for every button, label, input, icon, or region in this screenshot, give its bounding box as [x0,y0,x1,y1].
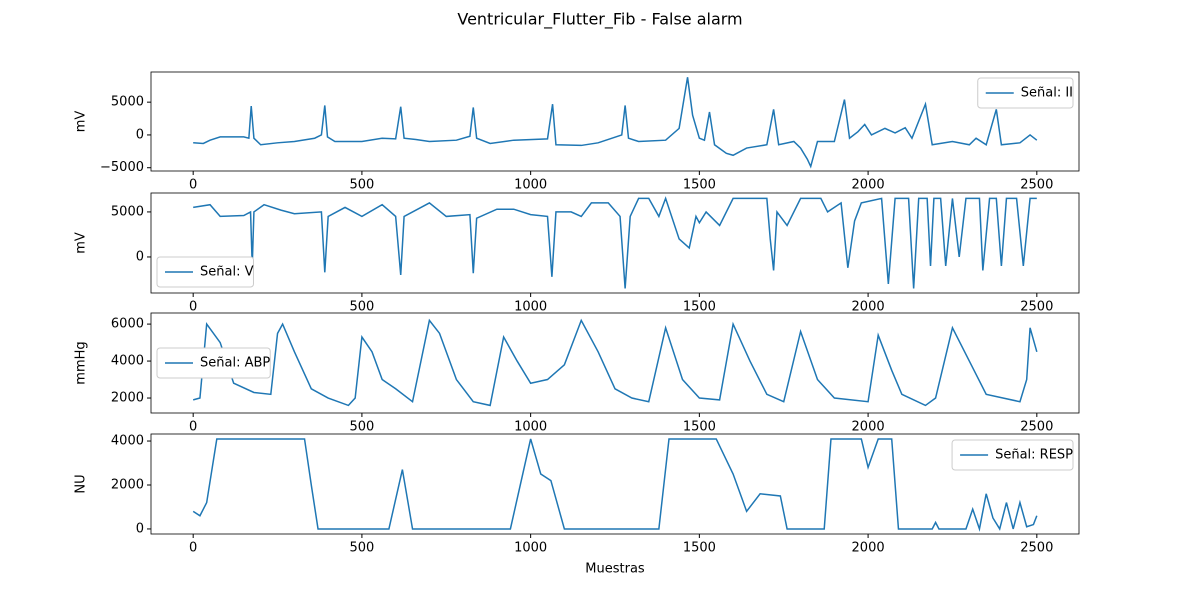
y-tick-label: 0 [136,249,144,264]
legend-label: Señal: RESP [995,448,1073,463]
x-tick-label: 2500 [1020,178,1053,193]
x-tick-label: 0 [189,541,197,556]
signal-line [192,318,1038,407]
y-axis-label: mmHg [74,341,89,384]
axes-frame [150,71,1080,172]
x-tick-label: 2000 [852,420,885,435]
axes-frame [150,192,1080,294]
legend-label: Señal: ABP [200,356,270,371]
x-tick-label: 500 [349,420,374,435]
signal-line [192,438,1038,532]
x-tick-label: 500 [349,541,374,556]
legend-label: Señal: V [200,265,254,280]
y-tick-label: 4000 [111,434,144,449]
y-tick-label: 0 [136,127,144,142]
axes-frame [150,433,1080,535]
x-axis-label: Muestras [585,562,645,577]
legend: Señal: ABP [156,347,271,379]
legend-box [977,77,1074,109]
signal-line [193,77,1038,169]
x-tick-label: 1500 [683,420,716,435]
x-tick-label: 500 [349,178,374,193]
legend: Señal: RESP [951,439,1074,471]
subplot: 0 500 1000 1500 2000 2500 0 5000 mV Señal: V [74,192,1080,315]
x-tick-label: 1500 [683,300,716,315]
x-tick-label: 1000 [514,541,547,556]
y-axis-label: NU [74,474,89,493]
x-tick-label: 1500 [683,178,716,193]
x-tick-label: 0 [189,178,197,193]
y-tick-label: 2000 [111,391,144,406]
x-tick-label: 1000 [514,300,547,315]
legend-box [156,347,271,379]
y-tick-label: 5000 [111,204,144,219]
subplot: 0 500 1000 1500 2000 2500 2000 4000 6000 mmHg Seña… [74,312,1080,435]
x-tick-label: 1000 [514,420,547,435]
axes-frame [150,312,1080,414]
legend: Señal: V [156,256,254,288]
y-tick-label: 0 [136,521,144,536]
x-tick-label: 0 [189,300,197,315]
x-tick-label: 500 [349,300,374,315]
x-tick-label: 0 [189,420,197,435]
y-axis-label: mV [74,232,89,254]
y-tick-label: 5000 [111,95,144,110]
legend-box [156,256,254,288]
signal-line [193,196,1037,289]
x-tick-label: 1000 [514,178,547,193]
legend-box [951,439,1074,471]
legend-label: Señal: II [1021,86,1073,101]
x-tick-label: 2500 [1020,300,1053,315]
subplot: 0 500 1000 1500 2000 2500 0 2000 4000 NU Muestras S… [74,434,1080,577]
x-tick-label: 2000 [852,300,885,315]
legend: Señal: II [977,77,1074,109]
figure-title: Ventricular_Flutter_Fib - False alarm [457,10,742,30]
x-tick-label: 2000 [852,541,885,556]
y-tick-label: 4000 [111,354,144,369]
x-tick-label: 1500 [683,541,716,556]
y-tick-label: 2000 [111,477,144,492]
x-tick-label: 2000 [852,178,885,193]
y-axis-label: mV [74,111,89,133]
y-tick-label: 6000 [111,317,144,332]
subplot: 0 500 1000 1500 2000 2500 −5000 0 5000 mV Señal: I… [74,71,1080,193]
y-tick-label: −5000 [100,160,144,175]
x-tick-label: 2500 [1020,420,1053,435]
x-tick-label: 2500 [1020,541,1053,556]
